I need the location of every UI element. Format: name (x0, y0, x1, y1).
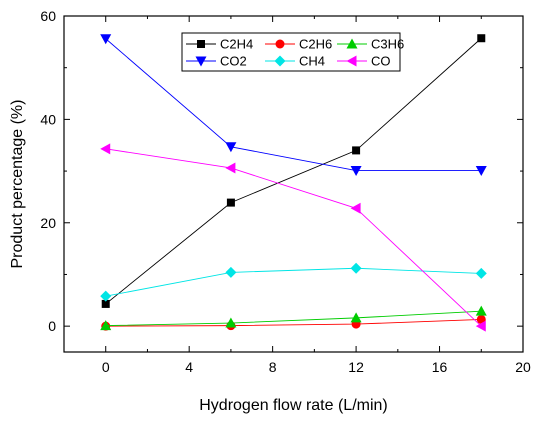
data-point-c2h6 (476, 314, 486, 324)
legend-label-c2h4: C2H4 (220, 37, 253, 52)
x-tick-label: 20 (515, 359, 531, 375)
legend-marker-ch4 (274, 55, 286, 67)
data-point-co (475, 320, 486, 332)
series-line-c2h6 (105, 318, 482, 327)
data-point-ch4 (225, 266, 237, 278)
y-tick-label: 0 (48, 318, 56, 334)
data-point-co2 (350, 166, 362, 177)
legend-item-c2h4: C2H4 (186, 37, 253, 52)
legend-item-ch4: CH4 (265, 54, 325, 69)
legend-box (181, 32, 401, 72)
data-point-c2h4 (352, 146, 361, 155)
series-co (100, 143, 486, 332)
y-tick-label: 60 (40, 8, 56, 24)
series-line-ch4 (105, 267, 482, 297)
series-co2 (100, 34, 487, 177)
y-tick-label: 20 (40, 215, 56, 231)
x-tick-label: 4 (185, 359, 193, 375)
data-point-ch4 (475, 267, 487, 279)
legend-label-c2h6: C2H6 (299, 37, 332, 52)
series-line-co2 (105, 38, 482, 172)
data-point-co (100, 143, 111, 155)
legend-marker-c3h6 (346, 38, 358, 49)
data-point-c3h6 (100, 320, 112, 331)
series-line-c2h4 (105, 37, 482, 305)
series-layer (100, 34, 487, 332)
axes: 0 4 8 12 16 20 0 20 40 60 (40, 8, 531, 375)
data-point-c2h4 (477, 34, 486, 43)
legend-marker-c2h6 (275, 39, 285, 49)
legend-item-co2: CO2 (186, 54, 247, 69)
legend-label-c3h6: C3H6 (371, 37, 404, 52)
x-tick-label: 8 (269, 359, 277, 375)
data-point-c3h6 (475, 305, 487, 316)
series-line-c3h6 (105, 310, 482, 327)
legend: C2H4 C2H6 C3H6 CO2 CH4 CO (181, 32, 404, 72)
legend-item-co: CO (337, 54, 391, 69)
data-point-c2h4 (226, 198, 235, 207)
legend-item-c2h6: C2H6 (265, 37, 332, 52)
series-c2h4 (101, 34, 486, 308)
plot-frame (63, 15, 524, 353)
data-point-c3h6 (225, 317, 237, 328)
data-point-co2 (100, 34, 112, 45)
series-c2h6 (101, 314, 486, 331)
data-point-c2h4 (101, 299, 110, 308)
x-tick-label: 12 (348, 359, 364, 375)
series-c3h6 (100, 305, 487, 331)
data-point-co2 (475, 166, 487, 177)
series-ch4 (100, 262, 487, 302)
legend-label-co2: CO2 (220, 54, 247, 69)
legend-marker-c2h4 (197, 40, 205, 48)
x-tick-label: 0 (102, 359, 110, 375)
y-tick-label: 40 (40, 111, 56, 127)
data-point-co (225, 162, 236, 174)
data-point-c3h6 (350, 312, 362, 323)
x-tick-label: 16 (432, 359, 448, 375)
y-axis-title: Product percentage (%) (9, 100, 26, 269)
x-axis-title: Hydrogen flow rate (L/min) (199, 397, 388, 414)
data-point-co2 (225, 142, 237, 153)
data-point-ch4 (350, 262, 362, 274)
legend-label-co: CO (371, 54, 391, 69)
legend-marker-co2 (195, 56, 207, 67)
data-point-co (350, 202, 361, 214)
data-point-ch4 (100, 290, 112, 302)
legend-label-ch4: CH4 (299, 54, 325, 69)
legend-marker-co (346, 55, 357, 67)
series-line-co (105, 148, 482, 327)
legend-item-c3h6: C3H6 (337, 37, 404, 52)
